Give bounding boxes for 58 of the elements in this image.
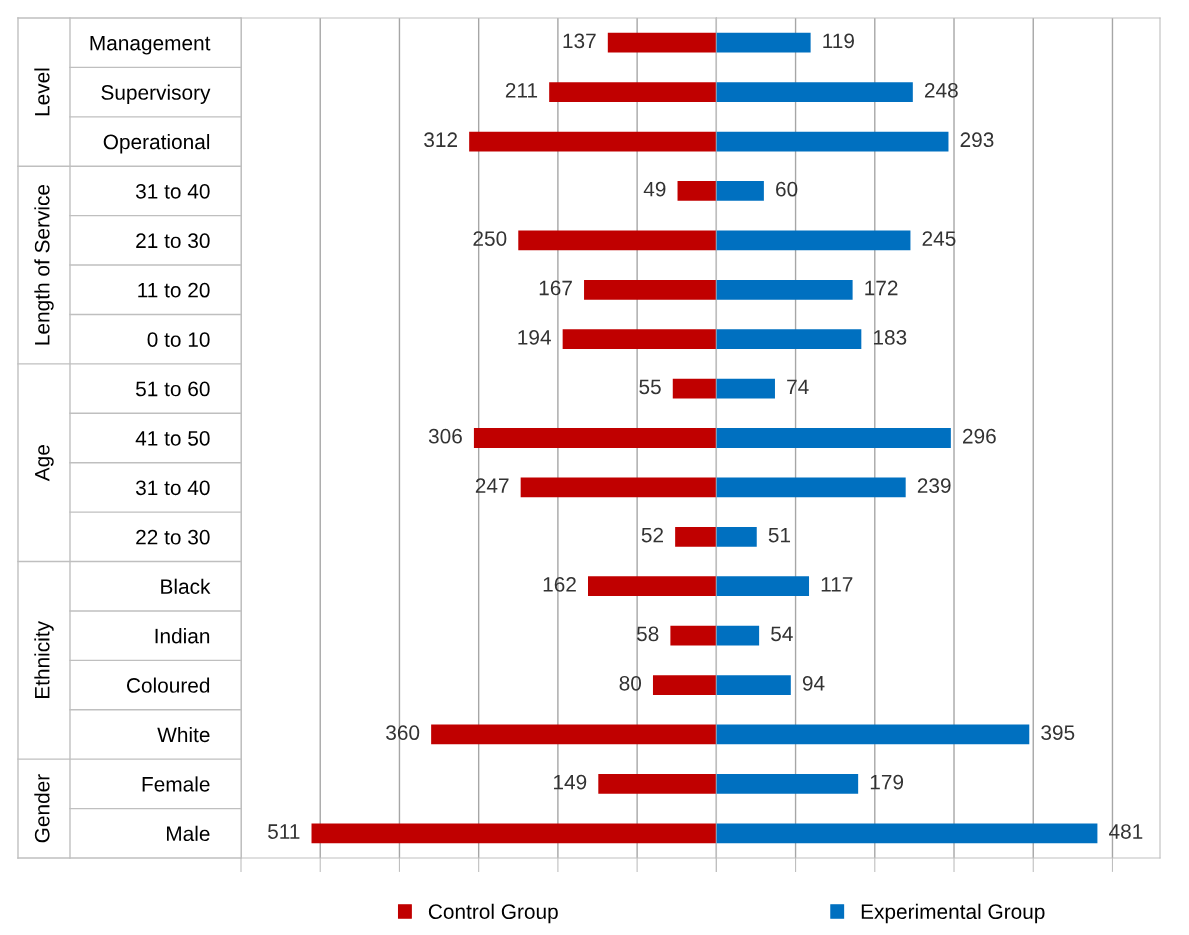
data-label: 172	[865, 280, 898, 296]
data-label: 194	[518, 330, 551, 345]
y-tick-label: Female	[142, 776, 210, 792]
data-label: 149	[554, 774, 587, 790]
y-tick-label: Black	[161, 578, 211, 594]
data-label: 119	[823, 33, 854, 49]
data-label: 211	[505, 82, 538, 98]
data-label: 306	[428, 428, 462, 444]
y-tick-label: Management	[90, 35, 211, 55]
data-label: 74	[787, 379, 809, 394]
data-label: 94	[802, 675, 825, 691]
data-label: 52	[641, 527, 663, 543]
legend-label: Control Group	[428, 903, 558, 924]
data-label: 395	[1041, 725, 1075, 741]
data-label: 247	[475, 478, 509, 493]
data-label: 239	[917, 478, 951, 493]
text: Level	[34, 68, 50, 116]
data-label: 250	[473, 231, 507, 246]
text: Gender	[34, 774, 50, 843]
data-label: 511	[268, 824, 300, 839]
y-tick-label: 21 to 30	[136, 233, 210, 249]
data-label: 49	[643, 181, 666, 197]
y-tick-label: 41 to 50	[135, 431, 210, 446]
y-tick-label: 22 to 30	[136, 529, 210, 545]
text: Age	[35, 445, 54, 482]
data-label: 80	[619, 675, 642, 691]
data-label: 293	[960, 132, 994, 148]
text: Length of Service	[34, 184, 54, 345]
y-tick-label: 11 to 20	[138, 282, 210, 298]
y-tick-label: 51 to 60	[135, 381, 210, 397]
data-label: 137	[563, 33, 596, 49]
data-label: 245	[922, 231, 956, 246]
data-label: 54	[771, 626, 793, 642]
data-label: 117	[821, 577, 853, 592]
legend-label: Experimental Group	[861, 903, 1045, 924]
y-tick-label: 31 to 40	[135, 183, 210, 199]
y-tick-label: White	[157, 726, 210, 743]
data-label: 51	[768, 527, 791, 543]
y-tick-label: 0 to 10	[147, 332, 210, 347]
data-label: 296	[963, 428, 996, 444]
y-tick-label: Coloured	[126, 677, 210, 693]
y-tick-label: Operational	[103, 133, 210, 154]
data-label: 312	[424, 132, 458, 148]
data-label: 183	[874, 330, 907, 345]
y-tick-label: 31 to 40	[135, 480, 210, 496]
y-tick-label: Supervisory	[101, 84, 211, 104]
data-label: 179	[870, 774, 904, 790]
y-tick-label: Indian	[155, 628, 210, 644]
y-tick-label: Male	[167, 825, 210, 842]
data-label: 60	[776, 181, 798, 197]
data-label: 248	[924, 82, 958, 98]
data-label: 55	[639, 379, 661, 395]
text: Ethnicity	[34, 621, 54, 699]
data-label: 360	[386, 725, 420, 741]
data-label: 167	[539, 280, 572, 296]
data-label: 481	[1109, 824, 1143, 839]
data-label: 58	[636, 626, 659, 642]
data-label: 162	[543, 577, 576, 592]
